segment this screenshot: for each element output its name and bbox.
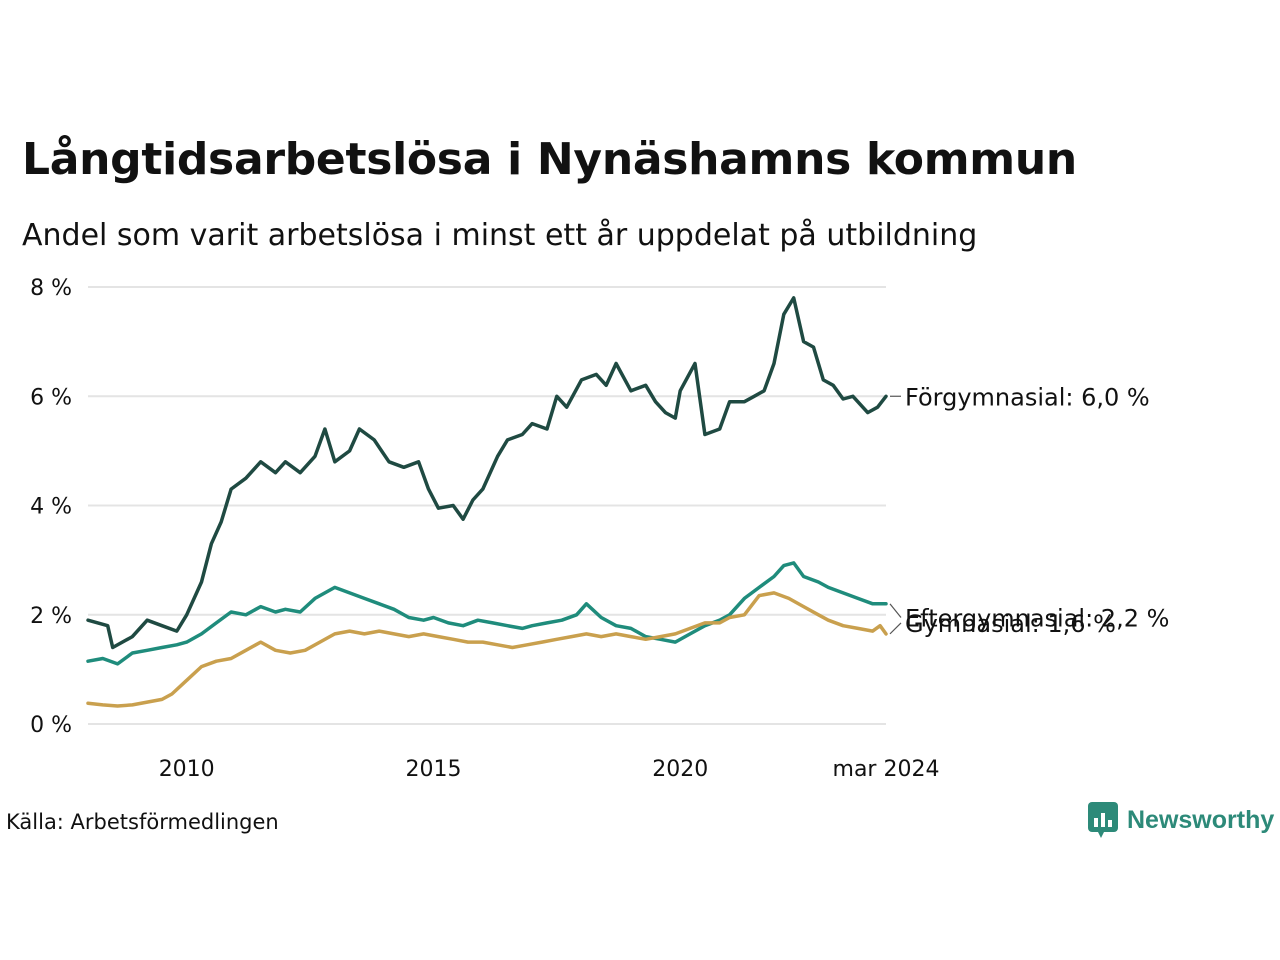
series-labels: Förgymnasial: 6,0 % Eftergymnasial: 2,2 %…	[889, 383, 1169, 638]
y-axis-ticks: 0 % 2 % 4 % 6 % 8 %	[30, 276, 72, 738]
y-tick-label: 2 %	[30, 604, 72, 629]
series-line-forgymnasial	[86, 296, 888, 650]
label-connector-eftergymnasial	[889, 603, 902, 618]
y-tick-label: 0 %	[30, 713, 72, 738]
y-tick-label: 6 %	[30, 385, 72, 410]
brand-name: Newsworthy	[1127, 805, 1275, 834]
gridlines	[88, 286, 886, 725]
chart-subtitle: Andel som varit arbetslösa i minst ett å…	[22, 218, 978, 253]
y-tick-label: 4 %	[30, 495, 72, 520]
newsworthy-logo-icon	[1088, 802, 1118, 838]
series-label-forgymnasial: Förgymnasial: 6,0 %	[905, 383, 1150, 411]
series-label-gymnasial: Gymnasial: 1,6 %	[905, 610, 1116, 638]
chart-title: Långtidsarbetslösa i Nynäshamns kommun	[22, 134, 1077, 185]
label-connector-gymnasial	[889, 622, 902, 635]
series-line-eftergymnasial	[86, 561, 888, 666]
x-axis-ticks: 2010 2015 2020 mar 2024	[159, 757, 940, 782]
series-label-eftergymnasial: Eftergymnasial: 2,2 %	[905, 604, 1169, 632]
brand-logo: Newsworthy	[1088, 802, 1274, 838]
x-tick-label: 2010	[159, 757, 215, 782]
x-tick-label: 2015	[405, 757, 461, 782]
series-line-gymnasial	[86, 591, 888, 708]
x-tick-label: 2020	[652, 757, 708, 782]
x-tick-label: mar 2024	[833, 757, 940, 782]
y-tick-label: 8 %	[30, 276, 72, 301]
source-note: Källa: Arbetsförmedlingen	[6, 810, 279, 834]
series-lines	[86, 296, 888, 708]
